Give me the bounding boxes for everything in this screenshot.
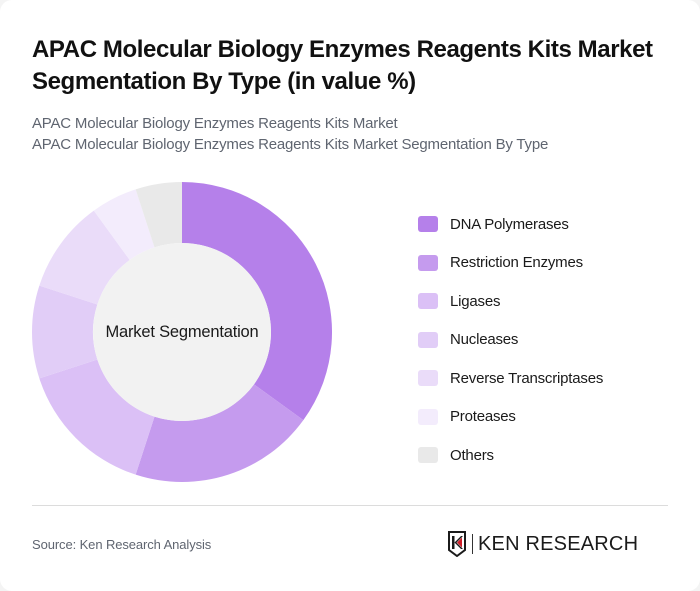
legend-label: Reverse Transcriptases [450,369,604,387]
legend-label: Nucleases [450,331,519,349]
legend-swatch [418,293,438,310]
donut-slice-dna-polymerases[interactable] [182,182,332,421]
legend-item-ligases[interactable]: Ligases [418,282,603,321]
logo-separator [472,534,473,554]
donut-slice-proteases[interactable] [93,189,155,260]
source-note: Source: Ken Research Analysis [32,537,212,552]
ken-research-logo: KEN RESEARCH [447,530,638,558]
legend-item-dna-polymerases[interactable]: DNA Polymerases [418,205,603,244]
subtitle-line-1: APAC Molecular Biology Enzymes Reagents … [32,115,398,132]
subtitle-line-2: APAC Molecular Biology Enzymes Reagents … [32,136,549,153]
donut-svg [32,182,332,482]
legend-label: Others [450,446,494,464]
donut-slice-nucleases[interactable] [32,285,98,379]
legend-label: Restriction Enzymes [450,254,583,272]
legend-swatch [418,216,438,233]
legend-label: Ligases [450,292,501,310]
footer-divider [32,505,668,506]
chart-legend: DNA Polymerases Restriction Enzymes Liga… [418,205,603,475]
donut-slice-ligases[interactable] [39,359,155,475]
logo-text: KEN RESEARCH [478,532,639,555]
legend-swatch [418,370,438,387]
legend-label: Proteases [450,408,516,426]
legend-item-reverse-transcriptases[interactable]: Reverse Transcriptases [418,359,603,398]
legend-swatch [418,408,438,425]
donut-hole [93,243,271,421]
legend-swatch [418,331,438,348]
ken-research-shield-icon [448,531,466,557]
donut-chart: Market Segmentation [32,182,332,482]
legend-item-restriction-enzymes[interactable]: Restriction Enzymes [418,244,603,283]
donut-slice-others[interactable] [135,182,182,248]
chart-title: APAC Molecular Biology Enzymes Reagents … [32,36,653,95]
legend-item-others[interactable]: Others [418,436,603,475]
legend-swatch [418,254,438,271]
legend-item-proteases[interactable]: Proteases [418,398,603,437]
chart-subtitle: APAC Molecular Biology Enzymes Reagents … [32,113,548,155]
legend-label: DNA Polymerases [450,215,569,233]
legend-item-nucleases[interactable]: Nucleases [418,321,603,360]
legend-swatch [418,447,438,464]
donut-slice-reverse-transcriptases[interactable] [39,210,130,305]
donut-slice-restriction-enzymes[interactable] [135,384,304,482]
